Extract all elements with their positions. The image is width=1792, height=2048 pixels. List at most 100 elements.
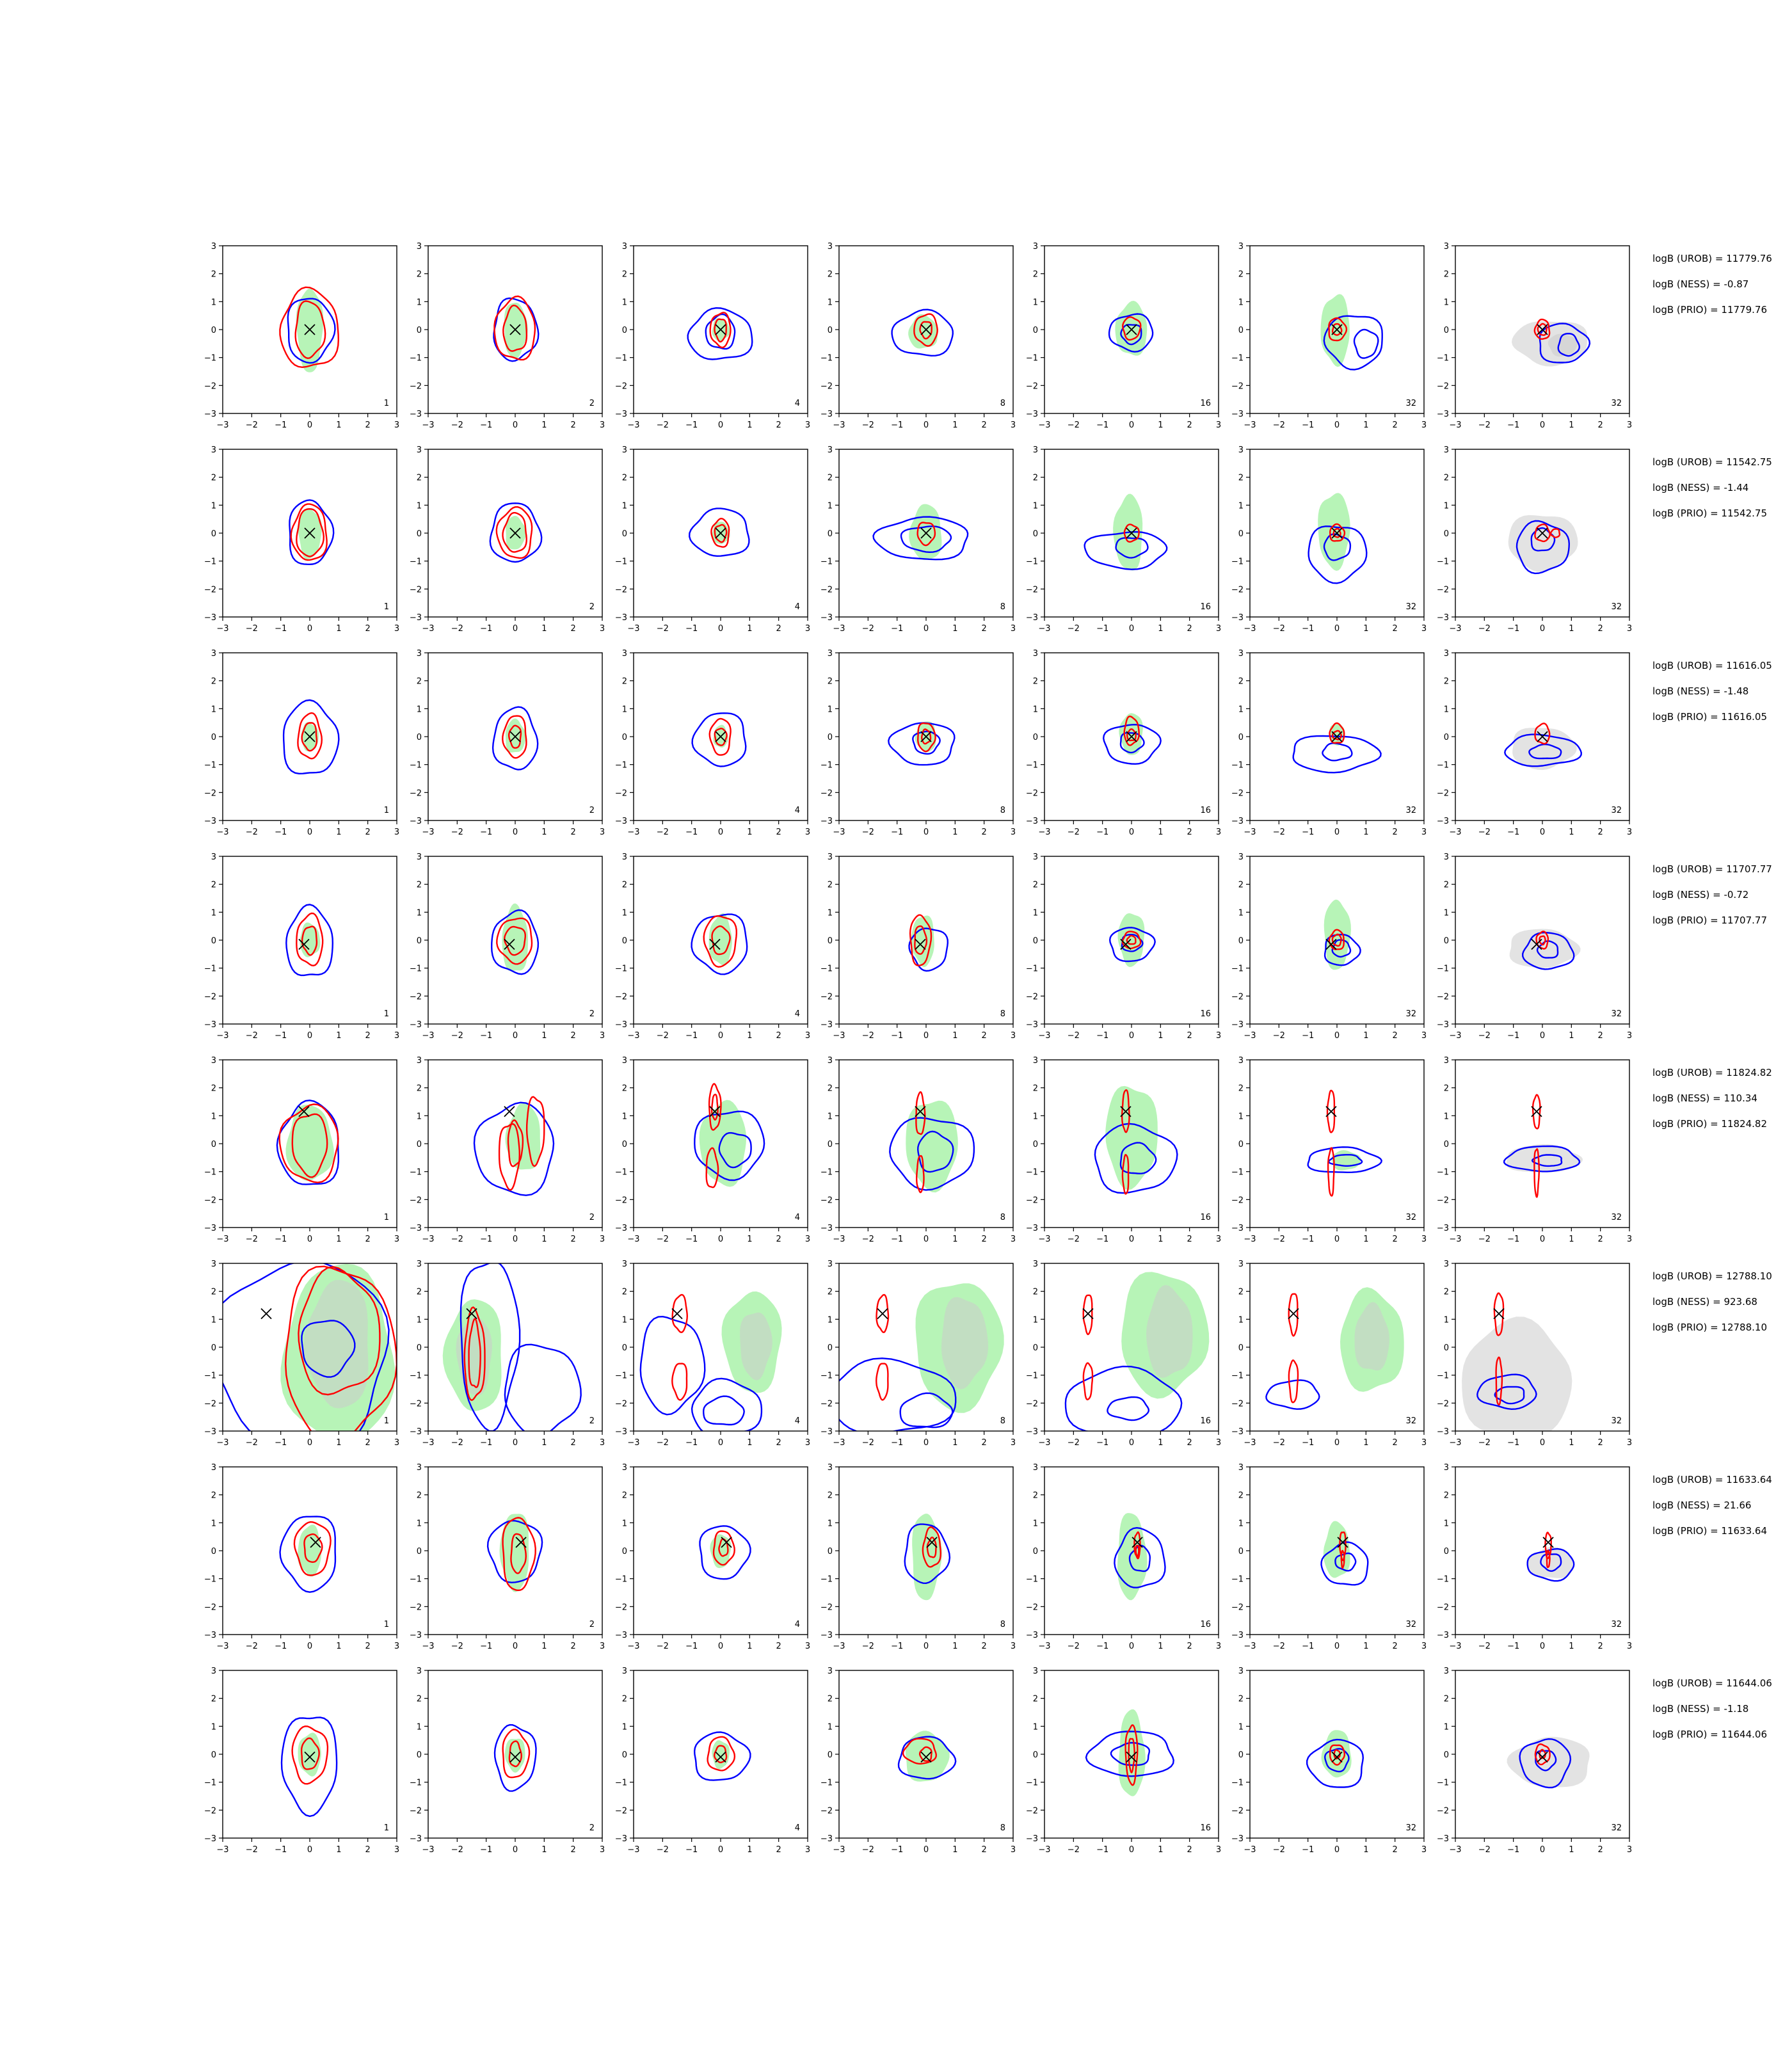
x-tick-label: 0	[1129, 1031, 1134, 1041]
y-tick-label: 2	[211, 1288, 216, 1297]
x-tick-label: 3	[1011, 1438, 1016, 1448]
x-tick-label: 3	[1421, 1235, 1427, 1244]
y-tick-label: 0	[622, 1343, 627, 1353]
panel-label: 16	[1200, 399, 1211, 408]
true-value-marker	[915, 1106, 926, 1117]
y-tick-label: 1	[211, 298, 216, 307]
x-tick-label: −2	[246, 1845, 258, 1855]
x-tick-label: 2	[1598, 1642, 1603, 1651]
blue-contour	[1114, 1526, 1166, 1588]
x-tick-label: 2	[1187, 1031, 1192, 1041]
panel-r4-c2: −3−3 −2 −2 −1 −1 0 0 1 1 2 2 3 3 2	[410, 852, 605, 1041]
y-tick-label: 2	[828, 1695, 833, 1704]
panel-r2-c3: −3−3 −2 −2 −1 −1 0 0 1 1 2 2 3 3 4	[615, 445, 810, 634]
y-tick-label: −3	[1437, 1427, 1449, 1437]
density-fill-green	[1105, 1085, 1158, 1190]
red-contour	[298, 1266, 381, 1396]
x-tick-label: −2	[1068, 420, 1080, 430]
y-tick-label: 0	[828, 936, 833, 946]
y-tick-label: −3	[1437, 817, 1449, 826]
y-tick-label: 2	[622, 1491, 627, 1501]
x-tick-label: −1	[275, 1845, 287, 1855]
x-tick-label: −2	[1478, 1031, 1491, 1041]
panel-label: 32	[1405, 1416, 1416, 1426]
plot-area	[639, 1291, 782, 1431]
x-tick-label: −1	[1302, 1642, 1314, 1651]
y-tick-label: 3	[1444, 1056, 1449, 1066]
y-tick-label: 3	[1444, 852, 1449, 862]
x-tick-label: 0	[718, 1438, 723, 1448]
y-tick-label: 0	[1444, 326, 1449, 335]
panel-label: 32	[1611, 399, 1622, 408]
annotation-column: logB (UROB) = 11779.76 logB (NESS) = -0.8…	[1652, 253, 1772, 1740]
y-tick-label: 3	[828, 242, 833, 252]
y-tick-label: 0	[828, 1140, 833, 1149]
true-value-marker	[877, 1308, 888, 1320]
y-tick-label: 3	[1444, 1260, 1449, 1269]
y-tick-label: 1	[1444, 298, 1449, 307]
blue-contour	[1307, 1146, 1382, 1174]
x-tick-label: 3	[805, 1031, 810, 1041]
blue-contour	[289, 499, 335, 566]
y-tick-label: −2	[204, 992, 216, 1002]
y-tick-label: 2	[1444, 1491, 1449, 1501]
y-tick-label: 1	[1033, 1722, 1038, 1732]
x-tick-label: 3	[1421, 1438, 1427, 1448]
red-contour	[293, 1521, 332, 1576]
y-tick-label: 2	[622, 1288, 627, 1297]
y-tick-label: 0	[1444, 1343, 1449, 1353]
x-tick-label: 1	[952, 1235, 957, 1244]
panel-r7-c4: −3−3 −2 −2 −1 −1 0 0 1 1 2 2 3 3 8	[820, 1463, 1016, 1651]
y-tick-label: −3	[1026, 1020, 1038, 1030]
x-tick-label: 0	[1540, 1438, 1545, 1448]
x-tick-label: 0	[718, 828, 723, 837]
y-tick-label: −2	[615, 1806, 627, 1816]
red-contour	[920, 728, 932, 745]
x-tick-label: −3	[1038, 1031, 1050, 1041]
x-tick-label: −1	[891, 420, 903, 430]
y-tick-label: 1	[828, 705, 833, 714]
x-tick-label: −3	[422, 420, 434, 430]
y-tick-label: −2	[820, 788, 833, 798]
density-fill-grey	[1507, 1736, 1590, 1788]
y-tick-label: 3	[1033, 242, 1038, 252]
y-tick-label: −2	[1231, 381, 1244, 391]
x-tick-label: 2	[1598, 1845, 1603, 1855]
x-tick-label: 0	[307, 1235, 312, 1244]
y-tick-label: −2	[1026, 788, 1038, 798]
y-tick-label: −3	[410, 1224, 422, 1233]
y-tick-label: −3	[1437, 613, 1449, 623]
y-tick-label: 1	[622, 1722, 627, 1732]
y-tick-label: −2	[615, 1603, 627, 1612]
x-tick-label: 2	[776, 828, 781, 837]
y-tick-label: −2	[1231, 788, 1244, 798]
y-tick-label: −3	[820, 613, 833, 623]
y-tick-label: −1	[1231, 1575, 1244, 1585]
y-tick-label: 3	[1238, 852, 1244, 862]
x-tick-label: −1	[1096, 420, 1108, 430]
y-tick-label: −1	[820, 761, 833, 771]
x-tick-label: −3	[833, 420, 845, 430]
x-tick-label: −2	[1273, 1235, 1285, 1244]
x-tick-label: −2	[451, 624, 463, 634]
x-tick-label: 1	[747, 1845, 752, 1855]
blue-contour	[301, 1320, 356, 1378]
red-contour	[1082, 1362, 1094, 1401]
true-value-marker	[1531, 1106, 1542, 1117]
density-fill-green	[1320, 294, 1350, 367]
y-tick-label: −3	[1437, 1224, 1449, 1233]
x-tick-label: −1	[480, 420, 492, 430]
x-tick-label: 1	[1158, 1438, 1163, 1448]
x-tick-label: 1	[1569, 420, 1574, 430]
panel-label: 16	[1200, 1620, 1211, 1629]
x-tick-label: 2	[982, 1438, 987, 1448]
red-contour	[1288, 1359, 1299, 1404]
x-tick-label: 2	[365, 1235, 371, 1244]
density-fill-grey	[1354, 1302, 1389, 1371]
panel-label: 8	[1000, 1416, 1005, 1426]
y-tick-label: −3	[410, 817, 422, 826]
true-value-marker	[1537, 324, 1548, 335]
x-tick-label: 2	[1393, 1845, 1398, 1855]
y-tick-label: 0	[622, 1750, 627, 1760]
x-tick-label: 1	[541, 1235, 547, 1244]
